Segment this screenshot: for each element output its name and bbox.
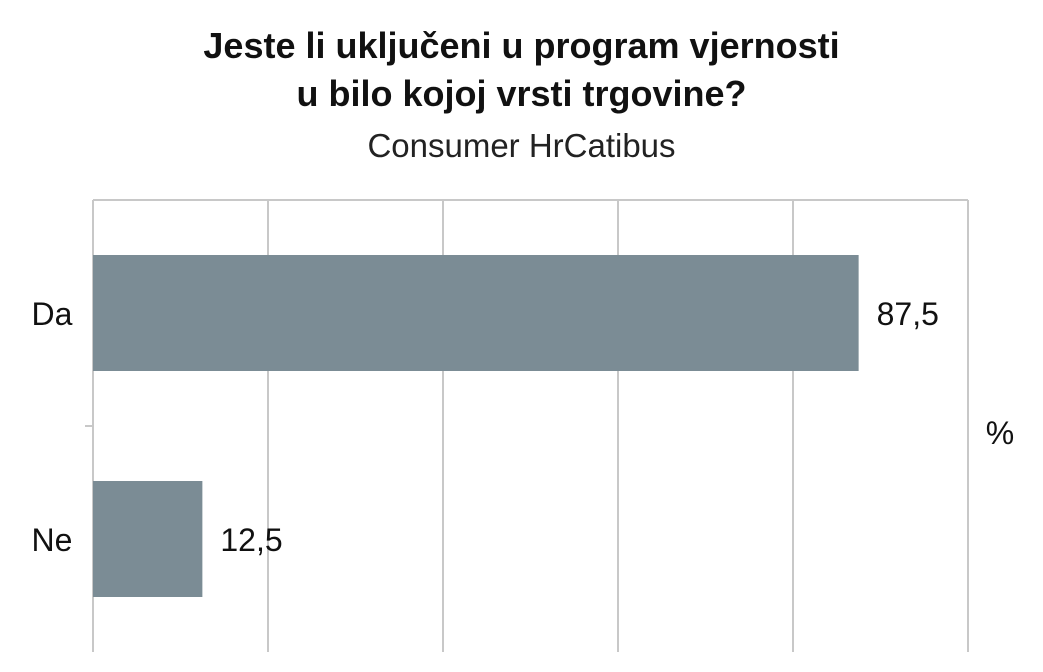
- chart-title: Jeste li uključeni u program vjernosti u…: [0, 22, 1043, 118]
- bar-da: [93, 255, 859, 371]
- data-label: 87,5: [877, 296, 939, 332]
- bar-ne: [93, 481, 203, 597]
- category-label: Ne: [32, 522, 73, 558]
- chart-subtitle: Consumer HrCatibus: [367, 127, 676, 164]
- chart-title-line-1: Jeste li uključeni u program vjernosti: [203, 25, 840, 66]
- data-label: 12,5: [220, 522, 282, 558]
- unit-label: %: [986, 415, 1014, 451]
- chart-title-line-2: u bilo kojoj vrsti trgovine?: [296, 73, 747, 114]
- category-label: Da: [32, 296, 73, 332]
